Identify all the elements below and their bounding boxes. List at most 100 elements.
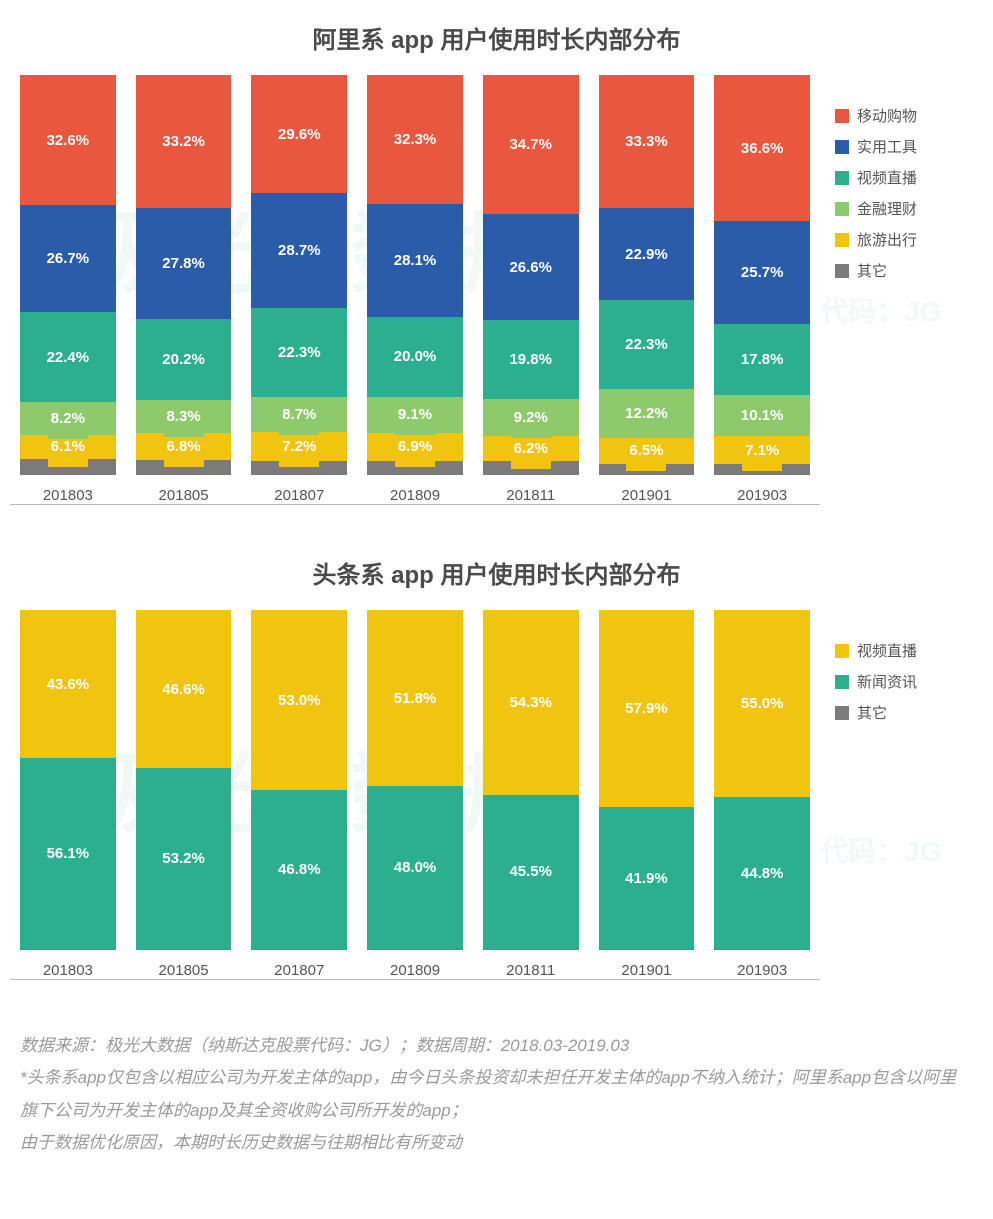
- segment-value-label: 36.6%: [733, 136, 792, 161]
- bar-segment: 8.2%: [20, 402, 116, 435]
- stacked-bar: 7.2% 8.7% 22.3% 28.7% 29.6%: [251, 75, 347, 475]
- legend-label: 移动购物: [857, 105, 917, 126]
- bar-group: 44.8% 55.0% 201903: [714, 610, 810, 979]
- segment-value-label: 22.3%: [270, 340, 329, 365]
- segment-value-label: 29.6%: [270, 122, 329, 147]
- segment-value-label: 25.7%: [733, 260, 792, 285]
- bar-segment: 6.9%: [367, 433, 463, 461]
- bar-group: 45.5% 54.3% 201811: [483, 610, 579, 979]
- segment-value-label: 48.0%: [386, 855, 445, 880]
- legend-item: 旅游出行: [835, 229, 983, 250]
- bar-segment: 32.3%: [367, 75, 463, 204]
- stacked-bar: 7.1% 10.1% 17.8% 25.7% 36.6%: [714, 75, 810, 475]
- bar-segment: 22.4%: [20, 312, 116, 402]
- legend-item: 其它: [835, 260, 983, 281]
- bar-group: 6.9%9.1%20.0%28.1%32.3%201809: [367, 75, 463, 504]
- segment-value-label: 8.7%: [274, 402, 324, 427]
- bar-segment: 20.2%: [136, 319, 232, 400]
- bar-segment: 27.8%: [136, 208, 232, 319]
- x-axis-label: 201811: [506, 962, 555, 979]
- legend-swatch: [835, 706, 849, 720]
- legend-swatch: [835, 644, 849, 658]
- footnote-line3: 由于数据优化原因，本期时长历史数据与往期相比有所变动: [20, 1127, 973, 1159]
- legend-swatch: [835, 202, 849, 216]
- segment-value-label: 8.3%: [158, 404, 208, 429]
- x-axis-label: 201807: [274, 487, 324, 504]
- bar-group: 56.1% 43.6% 201803: [20, 610, 116, 979]
- segment-value-label: 45.5%: [501, 859, 560, 884]
- bar-segment: 8.3%: [136, 400, 232, 433]
- bar-segment: 55.0%: [714, 610, 810, 797]
- x-axis-label: 201903: [737, 962, 787, 979]
- bar-segment: [20, 949, 116, 950]
- segment-value-label: 6.9%: [390, 434, 440, 459]
- stacked-bar: 53.2%46.6%: [136, 610, 232, 950]
- segment-value-label: 28.1%: [386, 248, 445, 273]
- segment-value-label: 33.3%: [617, 129, 676, 154]
- bar-segment: 44.8%: [714, 797, 810, 949]
- x-axis-label: 201809: [390, 487, 440, 504]
- bar-segment: 57.9%: [599, 610, 695, 807]
- legend-item: 移动购物: [835, 105, 983, 126]
- bar-group: 6.8%8.3%20.2%27.8%33.2%201805: [136, 75, 232, 504]
- legend-swatch: [835, 171, 849, 185]
- segment-value-label: 55.0%: [733, 691, 792, 716]
- bar-segment: 46.8%: [251, 790, 347, 949]
- segment-value-label: 32.3%: [386, 127, 445, 152]
- legend-label: 新闻资讯: [857, 671, 917, 692]
- stacked-bar: 46.8%53.0%: [251, 610, 347, 950]
- stacked-bar: 48.0% 51.8%: [367, 610, 463, 950]
- legend-item: 其它: [835, 702, 983, 723]
- legend-swatch: [835, 109, 849, 123]
- bar-group: 6.1%8.2%22.4%26.7%32.6%201803: [20, 75, 116, 504]
- chart1-legend: 移动购物实用工具视频直播金融理财旅游出行其它: [820, 75, 983, 505]
- segment-value-label: 33.2%: [154, 129, 213, 154]
- segment-value-label: 17.8%: [733, 347, 792, 372]
- segment-value-label: 51.8%: [386, 686, 445, 711]
- bar-segment: 41.9%: [599, 807, 695, 949]
- segment-value-label: 46.8%: [270, 857, 329, 882]
- bar-segment: 22.3%: [251, 308, 347, 397]
- chart1-title: 阿里系 app 用户使用时长内部分布: [10, 20, 983, 55]
- x-axis-label: 201803: [43, 962, 93, 979]
- footnote-line1: 数据来源：极光大数据（纳斯达克股票代码：JG）；数据周期：2018.03-201…: [20, 1030, 973, 1062]
- segment-value-label: 7.1%: [737, 438, 787, 463]
- segment-value-label: 7.2%: [274, 434, 324, 459]
- bar-segment: 7.2%: [251, 432, 347, 461]
- bar-segment: 34.7%: [483, 75, 579, 214]
- segment-value-label: 8.2%: [43, 406, 93, 431]
- segment-value-label: 27.8%: [154, 251, 213, 276]
- bar-group: 6.2%9.2%19.8%26.6%34.7%201811: [483, 75, 579, 504]
- segment-value-label: 6.2%: [506, 436, 556, 461]
- stacked-bar: 41.9%57.9%: [599, 610, 695, 950]
- segment-value-label: 28.7%: [270, 238, 329, 263]
- bar-segment: 28.1%: [367, 204, 463, 316]
- bar-segment: 6.2%: [483, 436, 579, 461]
- bar-segment: 6.5%: [599, 438, 695, 464]
- bar-segment: 10.1%: [714, 395, 810, 435]
- legend-item: 实用工具: [835, 136, 983, 157]
- segment-value-label: 43.6%: [39, 672, 98, 697]
- bar-segment: 7.1%: [714, 436, 810, 464]
- chart2-title: 头条系 app 用户使用时长内部分布: [10, 555, 983, 590]
- stacked-bar: 6.1%8.2%22.4%26.7%32.6%: [20, 75, 116, 475]
- x-axis-label: 201903: [737, 487, 787, 504]
- segment-value-label: 6.8%: [158, 434, 208, 459]
- bar-segment: 56.1%: [20, 758, 116, 949]
- bar-segment: 46.6%: [136, 610, 232, 768]
- bar-segment: 22.9%: [599, 208, 695, 300]
- legend-item: 新闻资讯: [835, 671, 983, 692]
- footnotes: 数据来源：极光大数据（纳斯达克股票代码：JG）；数据周期：2018.03-201…: [10, 1030, 983, 1159]
- segment-value-label: 44.8%: [733, 861, 792, 886]
- bar-segment: [483, 949, 579, 950]
- bar-segment: 25.7%: [714, 221, 810, 324]
- bar-group: 7.2% 8.7% 22.3% 28.7% 29.6% 201807: [251, 75, 347, 504]
- bar-segment: 20.0%: [367, 317, 463, 397]
- chart1-plot: 6.1%8.2%22.4%26.7%32.6%2018036.8%8.3%20.…: [10, 75, 820, 505]
- bar-segment: 54.3%: [483, 610, 579, 795]
- legend-swatch: [835, 264, 849, 278]
- legend-label: 金融理财: [857, 198, 917, 219]
- legend-swatch: [835, 140, 849, 154]
- chart-alibaba: 阿里系 app 用户使用时长内部分布 6.1%8.2%22.4%26.7%32.…: [10, 20, 983, 505]
- footnote-line2: *头条系app仅包含以相应公司为开发主体的app，由今日头条投资却未担任开发主体…: [20, 1062, 973, 1127]
